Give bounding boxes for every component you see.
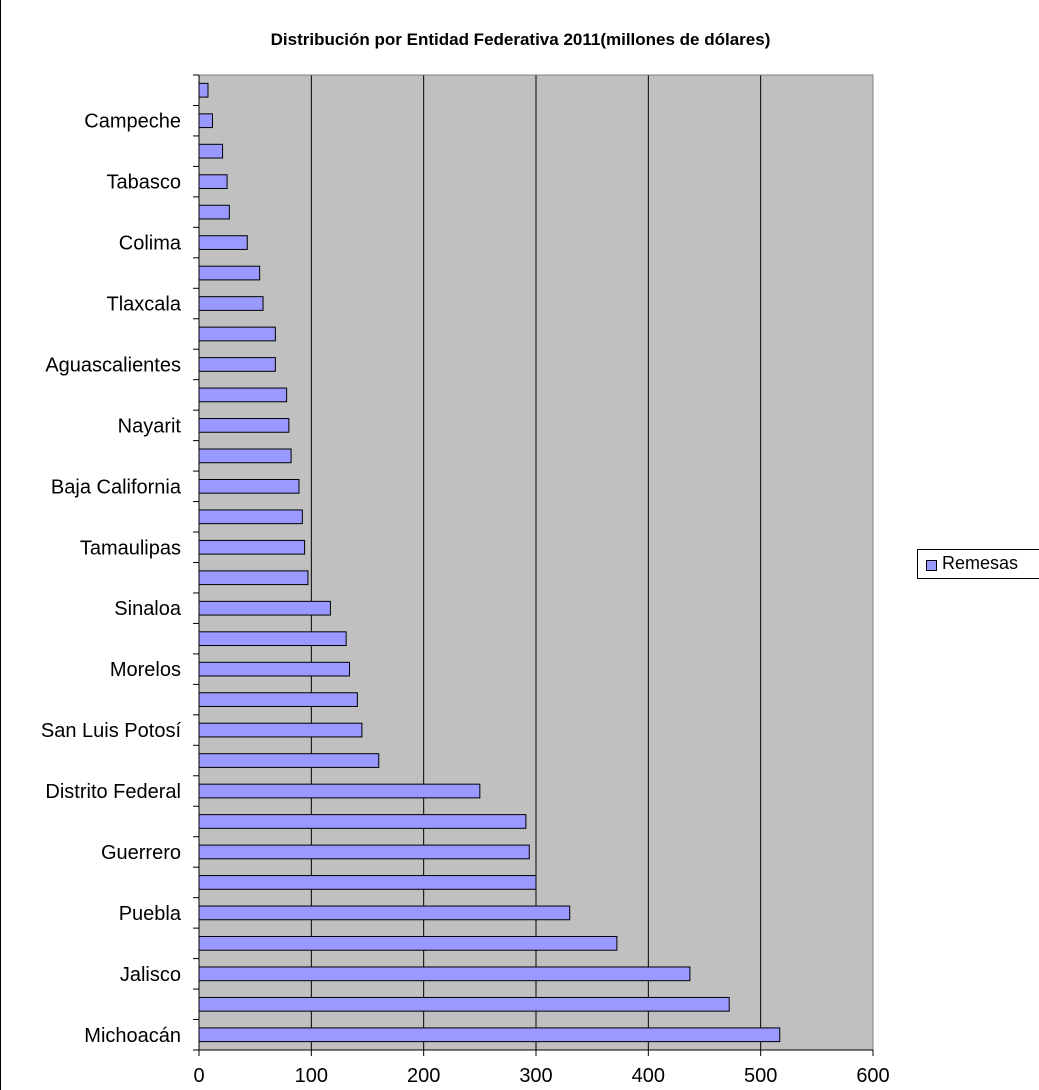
category-label: Guerrero [101, 842, 181, 864]
bar [199, 388, 287, 402]
bar [199, 784, 480, 798]
category-label: Sinaloa [114, 598, 182, 620]
bar [199, 815, 526, 829]
bar [199, 83, 208, 97]
bar [199, 114, 212, 128]
bar [199, 876, 536, 890]
x-tick-label: 300 [519, 1065, 552, 1087]
category-label: Campeche [84, 111, 181, 133]
bar [199, 297, 263, 311]
bar [199, 358, 275, 372]
bar [199, 754, 379, 768]
bar [199, 632, 346, 646]
bar [199, 662, 350, 676]
bar [199, 540, 305, 554]
bar [199, 327, 275, 341]
bar [199, 449, 291, 463]
bar [199, 906, 570, 920]
legend-label-remesas: Remesas [942, 553, 1018, 574]
x-tick-label: 100 [295, 1065, 328, 1087]
category-label: San Luis Potosí [41, 720, 182, 742]
category-label: Aguascalientes [45, 354, 181, 376]
category-label: Nayarit [118, 415, 182, 437]
bar [199, 205, 229, 219]
bar [199, 236, 247, 250]
x-tick-label: 500 [744, 1065, 777, 1087]
bar [199, 601, 330, 615]
bar [199, 693, 357, 707]
bar [199, 723, 362, 737]
category-label: Baja California [51, 476, 182, 498]
x-tick-label: 0 [193, 1065, 204, 1087]
bar [199, 1028, 780, 1042]
bar [199, 845, 529, 859]
category-label: Tamaulipas [80, 537, 181, 559]
category-label: Puebla [119, 903, 182, 925]
legend: Remesas [917, 549, 1039, 579]
x-tick-label: 200 [407, 1065, 440, 1087]
legend-swatch-remesas [926, 560, 937, 571]
bar [199, 175, 227, 189]
category-label: Tabasco [107, 172, 182, 194]
category-label: Jalisco [120, 964, 181, 986]
bar [199, 144, 223, 158]
category-label: Michoacán [84, 1025, 181, 1047]
bar [199, 479, 299, 493]
category-label: Colima [119, 233, 182, 255]
category-label: Morelos [110, 659, 181, 681]
category-label: Tlaxcala [107, 294, 182, 316]
bar [199, 510, 302, 524]
bar [199, 937, 617, 951]
bar [199, 571, 308, 585]
bar [199, 419, 289, 433]
bar [199, 266, 260, 280]
category-label: Distrito Federal [45, 781, 181, 803]
bar [199, 967, 690, 981]
x-tick-label: 400 [632, 1065, 665, 1087]
bar [199, 997, 729, 1011]
x-tick-label: 600 [856, 1065, 889, 1087]
